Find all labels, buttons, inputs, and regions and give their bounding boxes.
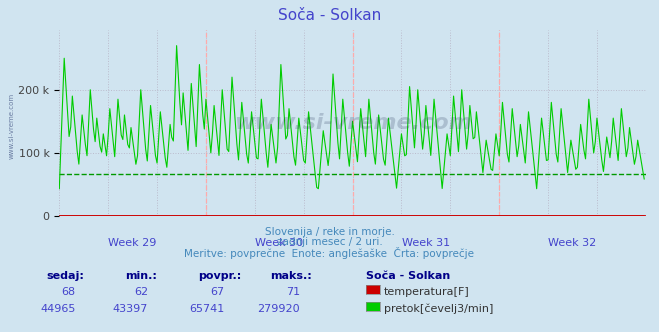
Text: Week 31: Week 31 <box>402 238 450 248</box>
Text: 44965: 44965 <box>40 304 76 314</box>
Text: Soča - Solkan: Soča - Solkan <box>366 271 450 281</box>
Text: sedaj:: sedaj: <box>46 271 84 281</box>
Text: Week 32: Week 32 <box>548 238 596 248</box>
Text: Slovenija / reke in morje.: Slovenija / reke in morje. <box>264 227 395 237</box>
Text: 43397: 43397 <box>113 304 148 314</box>
Text: 71: 71 <box>286 287 300 297</box>
Text: 279920: 279920 <box>257 304 300 314</box>
Text: pretok[čevelj3/min]: pretok[čevelj3/min] <box>384 304 493 314</box>
Text: min.:: min.: <box>125 271 157 281</box>
Text: povpr.:: povpr.: <box>198 271 241 281</box>
Text: Meritve: povprečne  Enote: anglešaške  Črta: povprečje: Meritve: povprečne Enote: anglešaške Črt… <box>185 247 474 259</box>
Text: 62: 62 <box>134 287 148 297</box>
Text: www.si-vreme.com: www.si-vreme.com <box>9 93 14 159</box>
Text: Week 30: Week 30 <box>255 238 303 248</box>
Text: temperatura[F]: temperatura[F] <box>384 287 469 297</box>
Text: maks.:: maks.: <box>270 271 312 281</box>
Text: 68: 68 <box>62 287 76 297</box>
Text: 65741: 65741 <box>189 304 224 314</box>
Text: 67: 67 <box>210 287 224 297</box>
Text: www.si-vreme.com: www.si-vreme.com <box>234 113 471 133</box>
Text: Soča - Solkan: Soča - Solkan <box>278 8 381 23</box>
Text: zadnji mesec / 2 uri.: zadnji mesec / 2 uri. <box>277 237 382 247</box>
Text: Week 29: Week 29 <box>109 238 157 248</box>
